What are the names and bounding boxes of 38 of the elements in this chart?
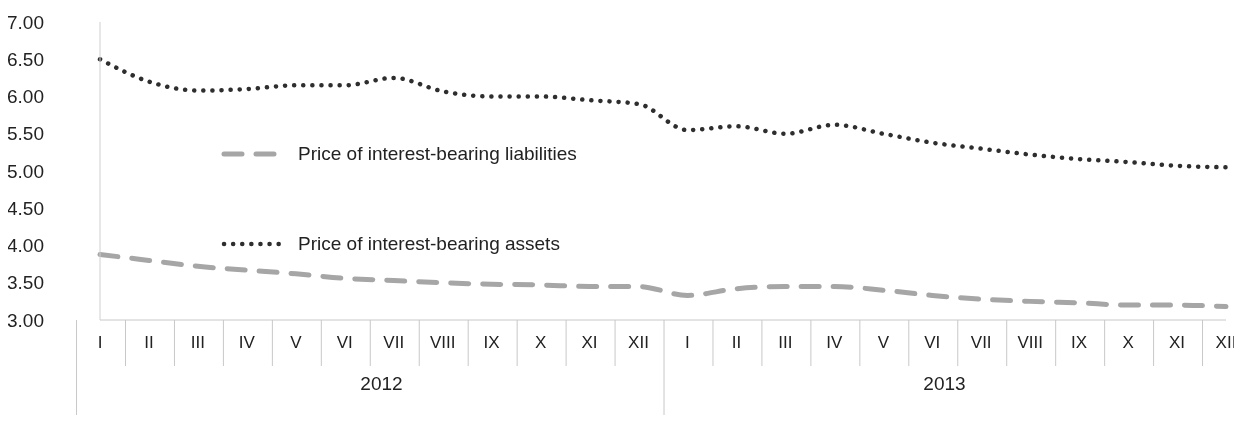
y-tick-label: 4.50 xyxy=(7,197,44,219)
line-series xyxy=(97,57,1229,170)
y-tick-label: 3.50 xyxy=(7,272,44,294)
x-tick-label: VI xyxy=(336,333,353,352)
x-tick-label: IX xyxy=(1071,333,1088,352)
x-tick-label: VII xyxy=(383,333,405,352)
y-tick-label: 4.00 xyxy=(7,235,44,257)
x-tick-label: V xyxy=(290,333,303,352)
y-tick-label: 5.00 xyxy=(7,160,44,182)
y-tick-label: 6.00 xyxy=(7,86,44,108)
x-tick-label: III xyxy=(778,333,793,352)
x-tick-label: I xyxy=(685,333,690,352)
x-tick-label: II xyxy=(144,333,154,352)
x-tick-label: IX xyxy=(483,333,500,352)
x-tick-label: IV xyxy=(826,333,844,352)
x-tick-label: XII xyxy=(1215,333,1237,352)
x-tick-label: IV xyxy=(238,333,256,352)
y-tick-label: 5.50 xyxy=(7,123,44,145)
y-tick-label: 6.50 xyxy=(7,48,44,70)
x-tick-label: X xyxy=(534,333,547,352)
x-tick-label: V xyxy=(877,333,890,352)
x-tick-label: XII xyxy=(628,333,649,352)
text: 2012 xyxy=(359,373,404,395)
x-tick-label: VI xyxy=(924,333,941,352)
y-tick-label: 3.00 xyxy=(7,309,44,331)
text: 2013 xyxy=(922,373,967,395)
x-tick-label: I xyxy=(97,333,103,352)
x-tick-label: XI xyxy=(581,333,598,352)
x-tick-label: VII xyxy=(970,333,992,352)
x-tick-label: II xyxy=(731,333,742,352)
x-tick-label: X xyxy=(1122,333,1134,352)
x-tick-label: XI xyxy=(1169,333,1186,352)
x-tick-label: VIII xyxy=(429,333,456,352)
legend-label: Price of interest-bearing assets xyxy=(298,233,560,255)
x-tick-label: VIII xyxy=(1017,333,1043,352)
legend-label: Price of interest-bearing liabilities xyxy=(298,143,577,165)
y-tick-label: 7.00 xyxy=(7,11,44,33)
x-tick-label: III xyxy=(190,333,205,352)
